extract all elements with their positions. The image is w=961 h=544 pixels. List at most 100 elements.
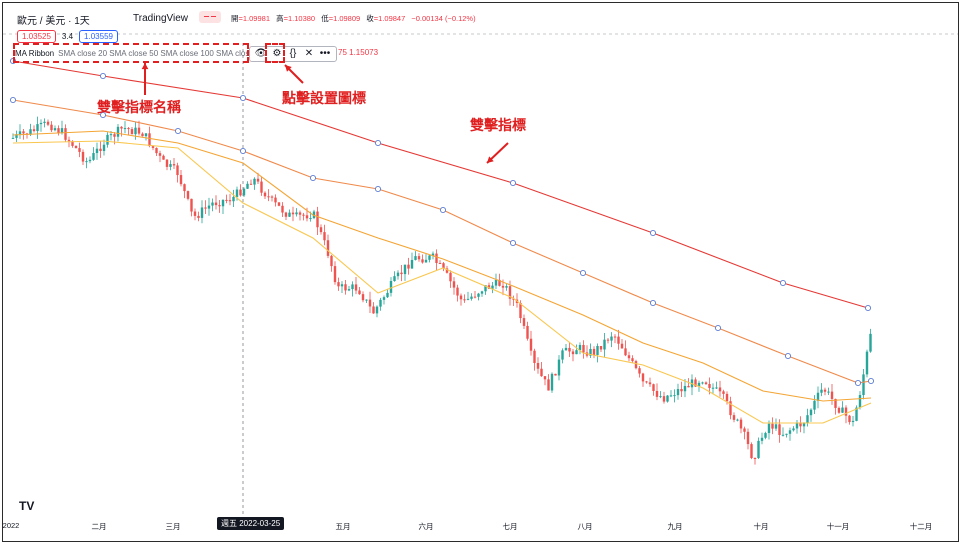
candle-body bbox=[673, 395, 676, 397]
candle-body bbox=[869, 333, 872, 352]
candle-body bbox=[655, 390, 659, 397]
candle-body bbox=[207, 205, 211, 209]
candle-body bbox=[242, 188, 246, 196]
candle-body bbox=[638, 368, 641, 374]
candle-body bbox=[543, 376, 547, 380]
crosshair-date-label: 週五 2022-03-25 bbox=[217, 517, 285, 530]
candle-body bbox=[477, 293, 480, 297]
candle-body bbox=[389, 281, 393, 293]
candle-body bbox=[568, 347, 571, 352]
tradingview-logo[interactable]: TV bbox=[19, 499, 35, 513]
selection-marker[interactable] bbox=[99, 111, 107, 119]
selection-marker[interactable] bbox=[374, 139, 382, 147]
buy-button[interactable]: 1.03559 bbox=[79, 30, 118, 43]
candle-body bbox=[113, 134, 116, 137]
sell-button[interactable]: 1.03525 bbox=[17, 30, 56, 43]
ma20-line[interactable] bbox=[12, 140, 872, 424]
candle-body bbox=[137, 127, 141, 134]
selection-marker[interactable] bbox=[509, 239, 517, 247]
candle-body bbox=[498, 279, 501, 286]
selection-marker[interactable] bbox=[174, 127, 182, 135]
selection-marker[interactable] bbox=[9, 96, 17, 104]
selection-marker[interactable] bbox=[784, 352, 792, 360]
market-status-icon[interactable] bbox=[199, 11, 221, 23]
selection-marker[interactable] bbox=[649, 229, 657, 237]
candle-body bbox=[431, 253, 435, 256]
gear-icon[interactable]: ⚙ bbox=[272, 48, 282, 59]
candle-body bbox=[449, 272, 452, 282]
selection-marker[interactable] bbox=[309, 174, 317, 182]
candle-body bbox=[620, 343, 624, 349]
more-icon[interactable]: ••• bbox=[319, 48, 331, 59]
candle-body bbox=[834, 398, 837, 408]
candle-body bbox=[88, 159, 92, 162]
candle-body bbox=[64, 128, 67, 140]
chart-canvas[interactable] bbox=[3, 3, 958, 541]
candle-body bbox=[277, 202, 281, 206]
candle-body bbox=[316, 211, 319, 228]
x-axis-tick-label: 五月 bbox=[335, 522, 351, 531]
candle-body bbox=[480, 291, 484, 294]
candle-body bbox=[851, 420, 855, 423]
indicator-name[interactable]: MA Ribbon bbox=[15, 48, 55, 58]
candle-body bbox=[463, 299, 466, 301]
candle-body bbox=[799, 422, 802, 427]
candle-body bbox=[39, 122, 43, 125]
candle-body bbox=[466, 298, 470, 300]
indicator-params[interactable]: SMA close 20 SMA close 50 SMA close 100 … bbox=[58, 48, 270, 58]
candle-body bbox=[501, 285, 505, 288]
selection-marker[interactable] bbox=[439, 206, 447, 214]
candle-body bbox=[571, 351, 575, 355]
candle-body bbox=[249, 183, 253, 185]
selection-marker[interactable] bbox=[239, 94, 247, 102]
candle-body bbox=[123, 128, 127, 130]
selection-marker[interactable] bbox=[99, 72, 107, 80]
candle-body bbox=[29, 129, 32, 135]
candle-body bbox=[774, 424, 778, 429]
selection-marker[interactable] bbox=[509, 179, 517, 187]
annotation-arrowhead bbox=[487, 156, 494, 163]
candle-body bbox=[470, 296, 473, 299]
symbol-title[interactable]: 歐元 / 美元 · 1天 bbox=[17, 12, 90, 27]
candle-body bbox=[365, 299, 368, 301]
candle-body bbox=[197, 215, 200, 218]
candle-body bbox=[354, 284, 358, 291]
candle-body bbox=[792, 428, 795, 431]
name-annotation: 雙擊指標名稱 bbox=[97, 100, 181, 116]
selection-marker[interactable] bbox=[239, 147, 247, 155]
selection-marker[interactable] bbox=[779, 279, 787, 287]
candle-body bbox=[340, 284, 344, 287]
candle-body bbox=[659, 396, 662, 398]
candle-body bbox=[99, 148, 102, 152]
candle-body bbox=[424, 259, 428, 263]
braces-icon[interactable]: {} bbox=[289, 48, 297, 59]
ma200-line[interactable] bbox=[12, 60, 869, 309]
selection-marker[interactable] bbox=[714, 324, 722, 332]
candle-body bbox=[379, 299, 382, 307]
indicator-legend[interactable]: MA Ribbon SMA close 20 SMA close 50 SMA … bbox=[15, 46, 271, 60]
candle-body bbox=[204, 207, 207, 209]
candle-body bbox=[358, 290, 361, 295]
selection-marker[interactable] bbox=[579, 269, 587, 277]
selection-marker[interactable] bbox=[867, 377, 875, 385]
candle-body bbox=[256, 178, 260, 182]
candle-body bbox=[337, 282, 340, 287]
close-icon[interactable]: ✕ bbox=[304, 48, 314, 59]
candle-body bbox=[81, 151, 85, 162]
selection-marker[interactable] bbox=[864, 304, 872, 312]
candle-body bbox=[473, 296, 477, 298]
high-value: =1.10380 bbox=[283, 14, 316, 23]
candle-body bbox=[120, 126, 123, 129]
ma50-line[interactable] bbox=[12, 130, 872, 402]
eye-icon[interactable]: 👁 bbox=[254, 48, 268, 59]
selection-marker[interactable] bbox=[649, 299, 657, 307]
candle-body bbox=[263, 192, 267, 197]
ma100-line[interactable] bbox=[12, 99, 872, 384]
selection-marker[interactable] bbox=[854, 379, 862, 387]
x-axis-tick-label: 九月 bbox=[667, 522, 683, 531]
candle-body bbox=[841, 407, 844, 413]
selection-marker[interactable] bbox=[374, 185, 382, 193]
candle-body bbox=[484, 285, 487, 292]
candle-body bbox=[323, 232, 326, 241]
